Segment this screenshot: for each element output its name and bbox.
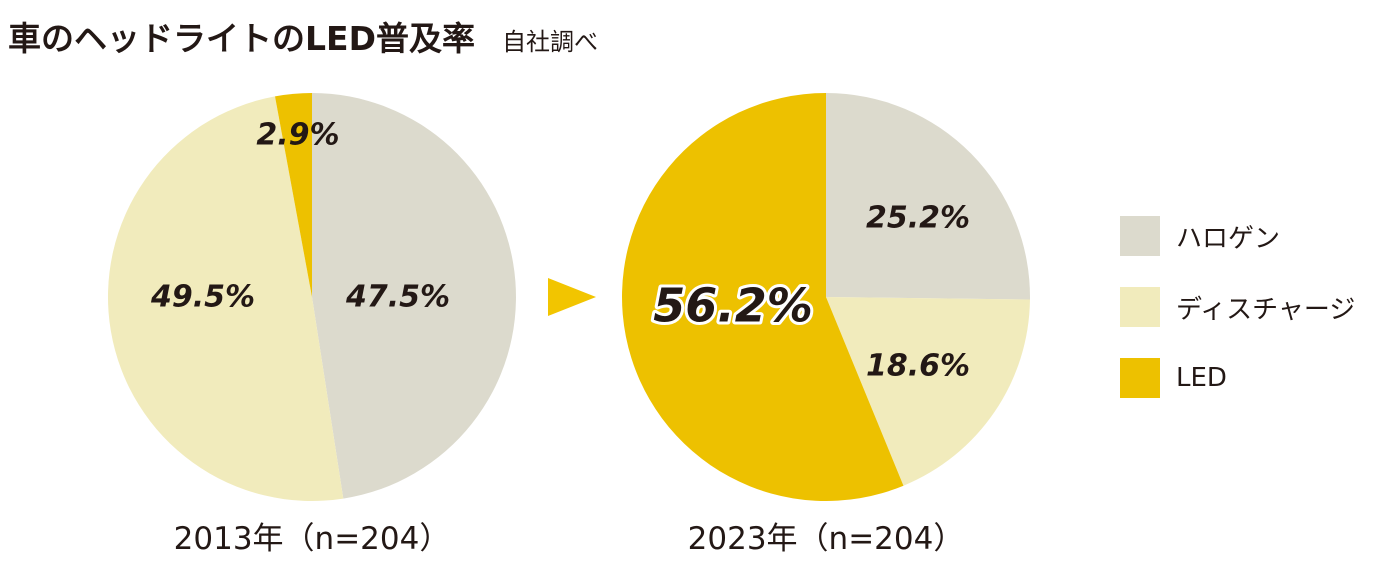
page-title: 車のヘッドライトのLED普及率 — [8, 19, 475, 58]
legend: ハロゲン ディスチャージ LED — [1120, 214, 1355, 427]
arrow-icon — [548, 278, 596, 316]
pie-slice-0-discharge — [107, 96, 344, 501]
chart-title-2023: 2023年（n=204） — [688, 521, 965, 557]
legend-swatch-led — [1120, 358, 1160, 398]
pie-slice-1-led — [622, 93, 904, 501]
legend-swatch-halogen — [1120, 216, 1160, 256]
legend-label-discharge: ディスチャージ — [1176, 294, 1356, 325]
pie-slice-1-discharge — [826, 297, 1030, 486]
pie-chart-2013: 47.5% 49.5% 2.9% — [107, 93, 516, 501]
pie-label-0-halogen: 47.5% — [345, 280, 450, 315]
pie-label-1-discharge: 18.6% — [866, 349, 970, 384]
pie-label-1-halogen: 25.2% — [866, 201, 970, 236]
pie-label-0-discharge: 49.5% — [150, 280, 255, 315]
legend-swatch-discharge — [1120, 287, 1160, 327]
legend-label-led: LED — [1176, 363, 1227, 393]
legend-item-halogen: ハロゲン — [1120, 214, 1355, 258]
pie-slice-0-halogen — [312, 93, 516, 499]
legend-item-led: LED — [1120, 356, 1355, 400]
pie-label-0-led: 2.9% — [256, 118, 339, 153]
pie-slice-1-halogen — [826, 93, 1030, 300]
chart-title-2013: 2013年（n=204） — [174, 521, 451, 557]
legend-label-halogen: ハロゲン — [1176, 223, 1281, 254]
pie-chart-2023: 25.2% 18.6% 56.2% — [622, 93, 1030, 501]
header: 車のヘッドライトのLED普及率 自社調べ — [8, 12, 598, 60]
legend-item-discharge: ディスチャージ — [1120, 285, 1355, 329]
pie-slice-0-led — [275, 93, 312, 297]
page-subtitle: 自社調べ — [502, 28, 599, 56]
pie-label-1-led: 56.2% — [653, 279, 813, 333]
